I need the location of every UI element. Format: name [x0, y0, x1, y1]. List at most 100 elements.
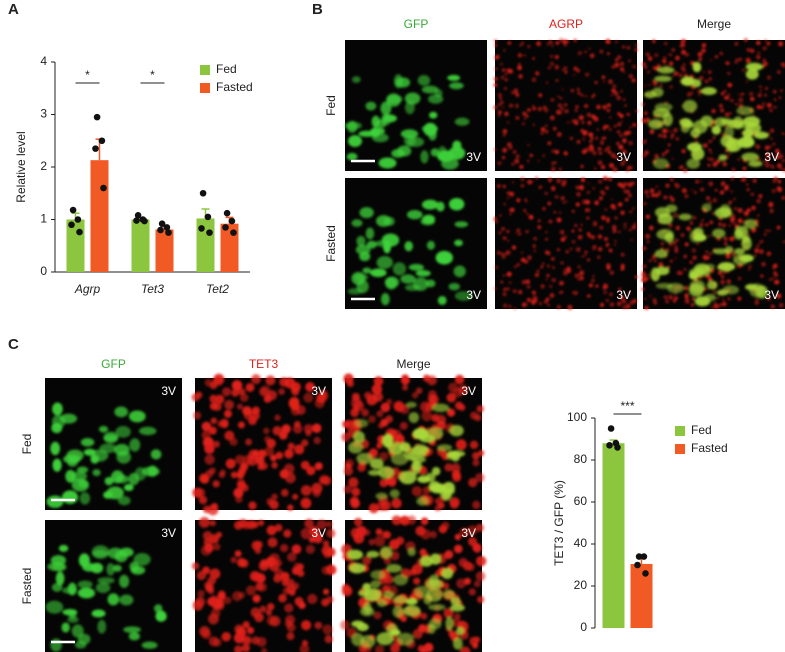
cell: [316, 519, 327, 530]
cell: [712, 228, 726, 238]
cell: [654, 154, 659, 159]
cell: [493, 105, 498, 110]
cell: [519, 164, 524, 169]
micrograph: 3V: [641, 38, 785, 173]
cell: [449, 82, 464, 90]
cell: [351, 487, 361, 497]
cell: [779, 154, 784, 159]
cell: [501, 227, 505, 231]
cell: [753, 131, 769, 140]
cell: [680, 233, 685, 238]
cell: [756, 54, 761, 60]
cell: [104, 476, 114, 486]
cell: [642, 264, 647, 269]
cell: [602, 136, 607, 140]
cell: [746, 188, 750, 191]
micrograph: 3V: [191, 373, 332, 516]
cell: [422, 214, 436, 224]
cell: [504, 111, 509, 116]
cell: [415, 387, 423, 394]
data-point: [228, 217, 236, 225]
cell: [586, 216, 590, 220]
cell: [707, 276, 713, 282]
cell: [305, 544, 315, 554]
cell: [429, 530, 438, 539]
cell: [710, 139, 713, 143]
cell: [444, 550, 454, 559]
cell: [236, 470, 245, 479]
cell: [634, 275, 638, 279]
cell: [720, 92, 725, 96]
cell: [425, 472, 436, 482]
cell: [644, 297, 647, 301]
cell: [83, 448, 96, 456]
panel-label: A: [8, 1, 19, 18]
cell: [585, 72, 590, 77]
cell: [609, 292, 613, 297]
cell: [475, 555, 487, 567]
cell: [712, 197, 718, 203]
cell: [689, 260, 693, 264]
cell: [373, 611, 382, 620]
cell: [713, 304, 718, 309]
cell: [545, 297, 550, 302]
y-tick-label: 2: [40, 159, 47, 173]
cell: [729, 112, 732, 115]
cell: [674, 257, 677, 260]
cell: [267, 537, 278, 548]
cell: [624, 104, 627, 107]
cell: [632, 181, 635, 185]
cell: [692, 255, 697, 260]
cell: [693, 233, 707, 242]
cell: [119, 547, 134, 558]
cell: [212, 402, 222, 411]
cell: [292, 493, 299, 500]
cell: [629, 210, 632, 214]
cell: [428, 618, 442, 630]
cell: [719, 191, 723, 195]
cell: [691, 248, 696, 253]
cell: [280, 571, 290, 582]
cell: [722, 301, 727, 307]
cell: [233, 487, 244, 499]
cell: [683, 63, 686, 66]
cell: [616, 141, 620, 146]
cell: [737, 296, 742, 301]
cell: [67, 582, 77, 596]
cell: [554, 65, 559, 70]
cell: [325, 564, 337, 576]
cells: [344, 74, 470, 170]
cell: [626, 189, 631, 194]
image-label: 3V: [466, 288, 481, 302]
cell: [51, 414, 66, 429]
cell: [633, 222, 637, 226]
cell: [291, 544, 302, 554]
cell: [549, 293, 555, 298]
cell: [727, 119, 744, 129]
cell: [436, 201, 445, 212]
cell: [778, 303, 784, 308]
cell: [498, 93, 502, 97]
cell: [555, 41, 560, 45]
cell: [613, 91, 619, 96]
cell: [437, 150, 455, 162]
cell: [634, 48, 638, 52]
cell: [511, 163, 515, 166]
cell: [531, 301, 536, 305]
cell: [536, 269, 540, 273]
cell: [695, 140, 699, 144]
cell: [707, 70, 712, 74]
cell: [540, 127, 546, 132]
cell: [420, 529, 431, 540]
cell: [653, 259, 657, 263]
cell: [344, 458, 354, 468]
cell: [718, 270, 723, 275]
cell: [720, 135, 735, 148]
cell: [661, 152, 666, 157]
cell: [613, 125, 617, 128]
cell: [582, 199, 588, 205]
cell: [573, 66, 578, 71]
cell: [341, 432, 351, 442]
cell: [445, 616, 454, 631]
cell: [503, 133, 506, 137]
